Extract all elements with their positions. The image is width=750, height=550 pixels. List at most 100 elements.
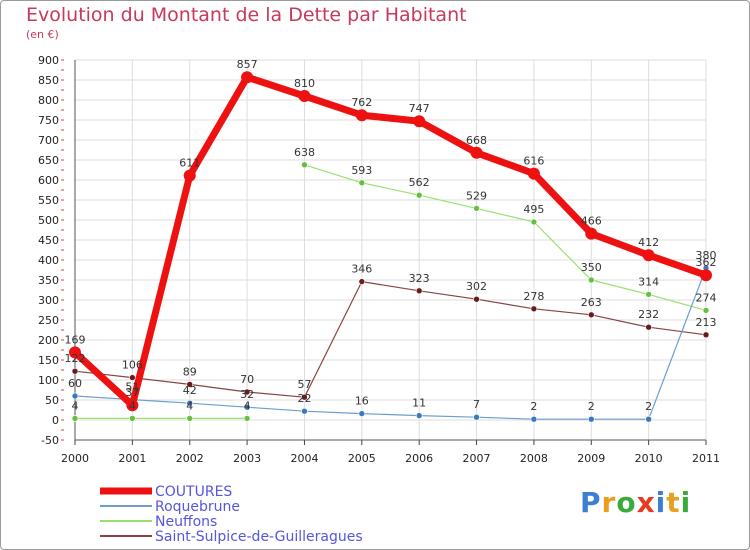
data-point-coutures xyxy=(642,249,655,262)
series-line-roquebrune xyxy=(74,267,707,420)
proxiti-logo: Proxiti xyxy=(580,486,691,519)
legend-label-roquebrune: Roquebrune xyxy=(155,499,240,515)
data-label-roquebrune: 60 xyxy=(68,377,82,390)
series-line-coutures xyxy=(71,73,710,409)
data-label-saint-sulpice-de-guilleragues: 122 xyxy=(65,352,86,365)
data-point-coutures xyxy=(413,115,426,128)
data-point-neuffons xyxy=(587,276,595,284)
data-label-neuffons: 529 xyxy=(466,189,487,202)
x-tick-label: 2003 xyxy=(233,452,261,465)
x-tick-label: 2010 xyxy=(635,452,663,465)
y-tick-label: 350 xyxy=(38,274,59,287)
x-tick-label: 2001 xyxy=(118,452,146,465)
data-label-roquebrune: 16 xyxy=(355,395,369,408)
x-tick-label: 2000 xyxy=(61,452,89,465)
logo-letter: i xyxy=(655,486,667,519)
data-label-coutures: 362 xyxy=(696,256,717,269)
data-label-saint-sulpice-de-guilleragues: 70 xyxy=(240,373,254,386)
logo-letter: r xyxy=(601,486,617,519)
y-tick-label: 750 xyxy=(38,114,59,127)
data-point-coutures xyxy=(585,227,598,240)
series-line-saint-sulpice-de-guilleragues xyxy=(74,281,707,398)
x-tick-label: 2004 xyxy=(290,452,318,465)
data-label-coutures: 611 xyxy=(179,157,200,170)
data-label-coutures: 616 xyxy=(523,155,544,168)
logo-letter: x xyxy=(636,486,656,519)
legend-label-coutures: COUTURES xyxy=(155,484,232,500)
data-label-coutures: 466 xyxy=(581,215,602,228)
data-label-neuffons: 4 xyxy=(129,399,136,412)
data-point-roquebrune xyxy=(530,415,538,423)
data-point-coutures xyxy=(470,146,483,159)
data-point-saint-sulpice-de-guilleragues xyxy=(645,323,652,331)
data-point-saint-sulpice-de-guilleragues xyxy=(587,311,595,319)
y-tick-label: 600 xyxy=(38,174,59,187)
data-label-roquebrune: 2 xyxy=(530,400,537,413)
data-point-saint-sulpice-de-guilleragues xyxy=(702,331,710,339)
data-point-neuffons xyxy=(645,291,652,298)
data-label-saint-sulpice-de-guilleragues: 57 xyxy=(297,378,311,391)
data-point-roquebrune xyxy=(645,415,652,423)
data-label-saint-sulpice-de-guilleragues: 302 xyxy=(466,280,487,293)
data-point-coutures xyxy=(298,90,311,102)
data-point-neuffons xyxy=(186,415,194,422)
data-label-neuffons: 495 xyxy=(523,203,544,216)
data-label-roquebrune: 7 xyxy=(473,398,480,411)
data-point-saint-sulpice-de-guilleragues xyxy=(186,381,194,388)
data-label-saint-sulpice-de-guilleragues: 278 xyxy=(523,290,544,303)
data-point-saint-sulpice-de-guilleragues xyxy=(129,374,136,381)
data-point-roquebrune xyxy=(186,399,194,407)
data-point-saint-sulpice-de-guilleragues xyxy=(473,295,480,303)
data-label-roquebrune: 42 xyxy=(183,384,197,397)
y-tick-label: 400 xyxy=(38,254,59,267)
data-label-coutures: 169 xyxy=(65,333,86,346)
chart-unit: (en €) xyxy=(26,28,59,41)
data-point-saint-sulpice-de-guilleragues xyxy=(301,393,308,401)
data-label-saint-sulpice-de-guilleragues: 323 xyxy=(409,272,430,285)
data-point-neuffons xyxy=(71,415,79,422)
y-tick-label: 450 xyxy=(38,234,59,247)
legend-label-saint-sulpice-de-guilleragues: Saint-Sulpice-de-Guilleragues xyxy=(155,529,363,545)
y-tick-label: 800 xyxy=(38,94,59,107)
x-tick-label: 2002 xyxy=(176,452,204,465)
y-tick-label: 700 xyxy=(38,134,59,147)
y-tick-label: -50 xyxy=(41,434,59,447)
data-label-coutures: 668 xyxy=(466,134,487,147)
data-label-neuffons: 593 xyxy=(351,164,372,177)
data-label-neuffons: 4 xyxy=(186,399,193,412)
y-tick-label: 500 xyxy=(38,214,59,227)
data-point-roquebrune xyxy=(243,403,251,411)
data-point-neuffons xyxy=(243,415,251,422)
data-point-roquebrune xyxy=(301,407,308,415)
data-point-coutures xyxy=(69,346,81,359)
data-point-neuffons xyxy=(358,179,366,187)
data-point-neuffons xyxy=(129,415,136,422)
data-label-saint-sulpice-de-guilleragues: 346 xyxy=(351,263,372,276)
y-tick-label: 300 xyxy=(38,294,59,307)
legend: COUTURESRoquebruneNeuffonsSaint-Sulpice-… xyxy=(100,484,363,545)
y-tick-label: 250 xyxy=(38,314,59,327)
data-label-neuffons: 274 xyxy=(696,291,717,304)
data-point-coutures xyxy=(126,399,139,412)
x-tick-label: 2006 xyxy=(405,452,433,465)
y-tick-label: 850 xyxy=(38,74,59,87)
data-label-neuffons: 562 xyxy=(409,176,430,189)
series-line-neuffons xyxy=(303,164,707,311)
data-label-coutures: 762 xyxy=(351,96,372,109)
data-label-saint-sulpice-de-guilleragues: 232 xyxy=(638,308,659,321)
x-tick-label: 2005 xyxy=(348,452,376,465)
chart-title: Evolution du Montant de la Dette par Hab… xyxy=(26,4,467,26)
data-point-saint-sulpice-de-guilleragues xyxy=(71,367,79,375)
data-point-neuffons xyxy=(530,218,538,226)
data-point-saint-sulpice-de-guilleragues xyxy=(243,388,251,396)
series-lines xyxy=(69,71,712,423)
data-label-coutures: 37 xyxy=(125,386,139,399)
grid-lines xyxy=(74,59,707,441)
data-label-roquebrune: 11 xyxy=(412,397,426,410)
data-label-neuffons: 350 xyxy=(581,261,602,274)
data-point-roquebrune xyxy=(71,392,79,400)
y-tick-label: 650 xyxy=(38,154,59,167)
y-tick-label: 200 xyxy=(38,334,59,347)
